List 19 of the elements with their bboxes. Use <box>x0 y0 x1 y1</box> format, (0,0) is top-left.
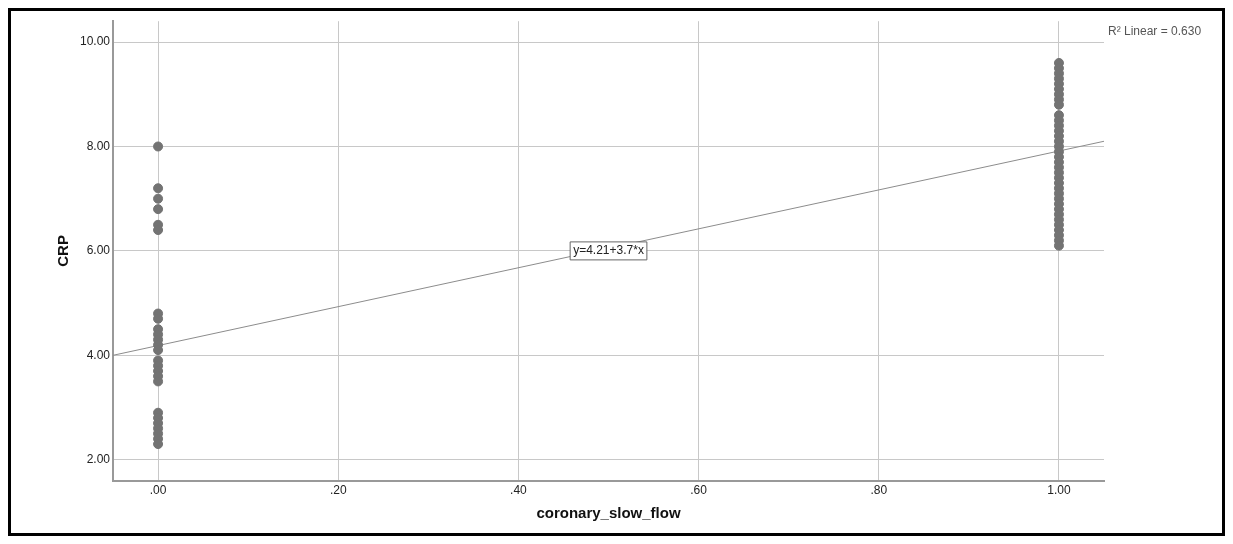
x-tick-label: .60 <box>690 483 708 498</box>
text: R² Linear = 0.630 <box>1108 23 1202 38</box>
annotation: y=4.21+3.7*x <box>573 243 644 258</box>
y-tick-label: 8.00 <box>86 138 111 153</box>
y-tick-label: 10.00 <box>80 34 111 49</box>
y-axis-title: CRP <box>54 235 72 267</box>
x-tick-label: 1.00 <box>1047 483 1071 498</box>
x-axis-title: coronary_slow_flow <box>536 504 681 522</box>
point <box>153 183 164 194</box>
x-tick-label: .20 <box>329 483 347 498</box>
point <box>153 193 164 204</box>
y-tick-label: 6.00 <box>86 243 111 258</box>
y-tick-label: 4.00 <box>86 347 111 362</box>
point <box>153 204 164 215</box>
x-tick-label: .80 <box>870 483 888 498</box>
x-tick-label: .00 <box>149 483 167 498</box>
y-tick-label: 2.00 <box>86 452 111 467</box>
point <box>153 141 164 152</box>
x-tick-label: .40 <box>510 483 528 498</box>
